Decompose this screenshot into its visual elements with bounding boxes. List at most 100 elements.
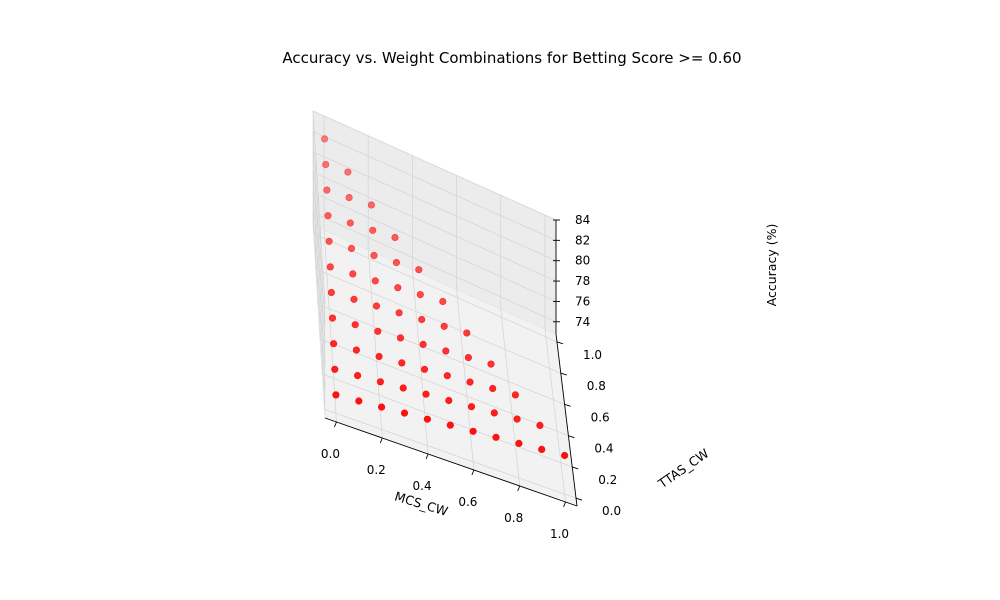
gridline-z-back (312, 130, 557, 241)
data-point (464, 354, 473, 362)
gridline-z-side (312, 110, 326, 305)
gridline-z-back (312, 110, 557, 221)
gridline-y-floor (313, 233, 558, 343)
gridline-x-floor (412, 269, 429, 455)
data-point (419, 340, 427, 349)
z-tick-label: 78 (575, 274, 590, 288)
axis-lines (324, 220, 578, 507)
x-tick (425, 453, 429, 460)
data-point (375, 352, 383, 361)
data-point (515, 439, 523, 448)
data-point (345, 194, 353, 202)
data-point (355, 397, 363, 405)
y-tick (556, 341, 564, 345)
data-point (490, 409, 498, 417)
gridline-z-back (312, 192, 557, 302)
data-point (466, 378, 474, 386)
gridline-y-floor (317, 303, 565, 405)
data-point (321, 135, 329, 143)
data-points (321, 135, 569, 460)
x-tick (517, 485, 521, 492)
data-point (328, 314, 337, 322)
data-point (560, 451, 569, 460)
x-axis-line (324, 417, 578, 507)
data-point (420, 365, 429, 373)
y-tick (564, 403, 571, 407)
x-tick-label: 0.2 (367, 463, 386, 477)
data-point (391, 233, 399, 242)
x-tick-label: 1.0 (550, 527, 569, 541)
gridline-x-floor (500, 309, 521, 487)
data-point (322, 160, 330, 169)
y-tick-label: 0.4 (594, 442, 613, 456)
data-point (324, 212, 332, 220)
y-tick-label: 0.0 (602, 504, 621, 518)
gridline-z-side (312, 131, 326, 325)
data-point (399, 384, 407, 392)
x-tick-label: 0.8 (504, 511, 523, 525)
y-tick-label: 0.6 (591, 410, 610, 424)
gridline-x-floor (544, 328, 566, 503)
gridlines (312, 110, 577, 503)
data-point (536, 421, 544, 430)
x-tick-label: 0.6 (458, 495, 477, 509)
data-point (323, 186, 331, 194)
data-point (538, 445, 546, 454)
data-point (416, 291, 424, 299)
data-point (487, 360, 495, 368)
y-tick-label: 0.2 (598, 473, 617, 487)
data-point (513, 415, 521, 423)
gridline-z-side (312, 151, 326, 345)
gridline-z-side (312, 192, 326, 386)
y-tick (572, 466, 579, 470)
data-point (351, 321, 359, 329)
data-point (350, 295, 358, 303)
data-point (378, 403, 386, 411)
data-point (344, 168, 352, 176)
data-point (446, 421, 454, 429)
tick-marks (334, 219, 583, 508)
data-point (442, 347, 450, 355)
data-point (467, 403, 476, 411)
gridline-x-floor (323, 229, 337, 423)
data-point (370, 251, 378, 260)
data-point (443, 372, 451, 380)
y-tick (575, 497, 583, 501)
gridline-y-floor (315, 268, 561, 374)
z-tick-label: 74 (575, 315, 590, 329)
data-point (354, 372, 362, 380)
z-tick-label: 76 (575, 294, 590, 308)
data-point (367, 201, 376, 209)
y-tick-label: 1.0 (583, 348, 602, 362)
x-tick (379, 437, 383, 444)
gridline-z-back (312, 151, 557, 262)
data-point (400, 409, 409, 417)
y-axis-line (555, 333, 578, 507)
gridline-x-floor (456, 289, 475, 471)
gridline-y-floor (324, 408, 577, 499)
data-point (392, 259, 401, 267)
data-point (463, 329, 471, 337)
y-tick-label: 0.8 (587, 379, 606, 393)
x-tick (471, 469, 475, 476)
data-point (422, 390, 430, 398)
data-point (374, 327, 382, 335)
x-tick-label: 0.4 (413, 479, 432, 493)
data-point (371, 277, 379, 285)
gridline-y-floor (319, 338, 569, 437)
gridline-z-back (312, 171, 557, 282)
data-point (395, 309, 403, 317)
data-point (327, 288, 336, 297)
data-point (445, 396, 453, 405)
data-point (418, 315, 426, 324)
data-point (489, 384, 497, 393)
x-tick (334, 421, 337, 428)
y-tick (560, 372, 567, 376)
data-point (511, 391, 520, 399)
x-tick (563, 501, 566, 508)
data-point (346, 219, 354, 227)
data-point (492, 433, 500, 441)
gridline-z-back (312, 212, 557, 323)
data-point (396, 334, 405, 342)
